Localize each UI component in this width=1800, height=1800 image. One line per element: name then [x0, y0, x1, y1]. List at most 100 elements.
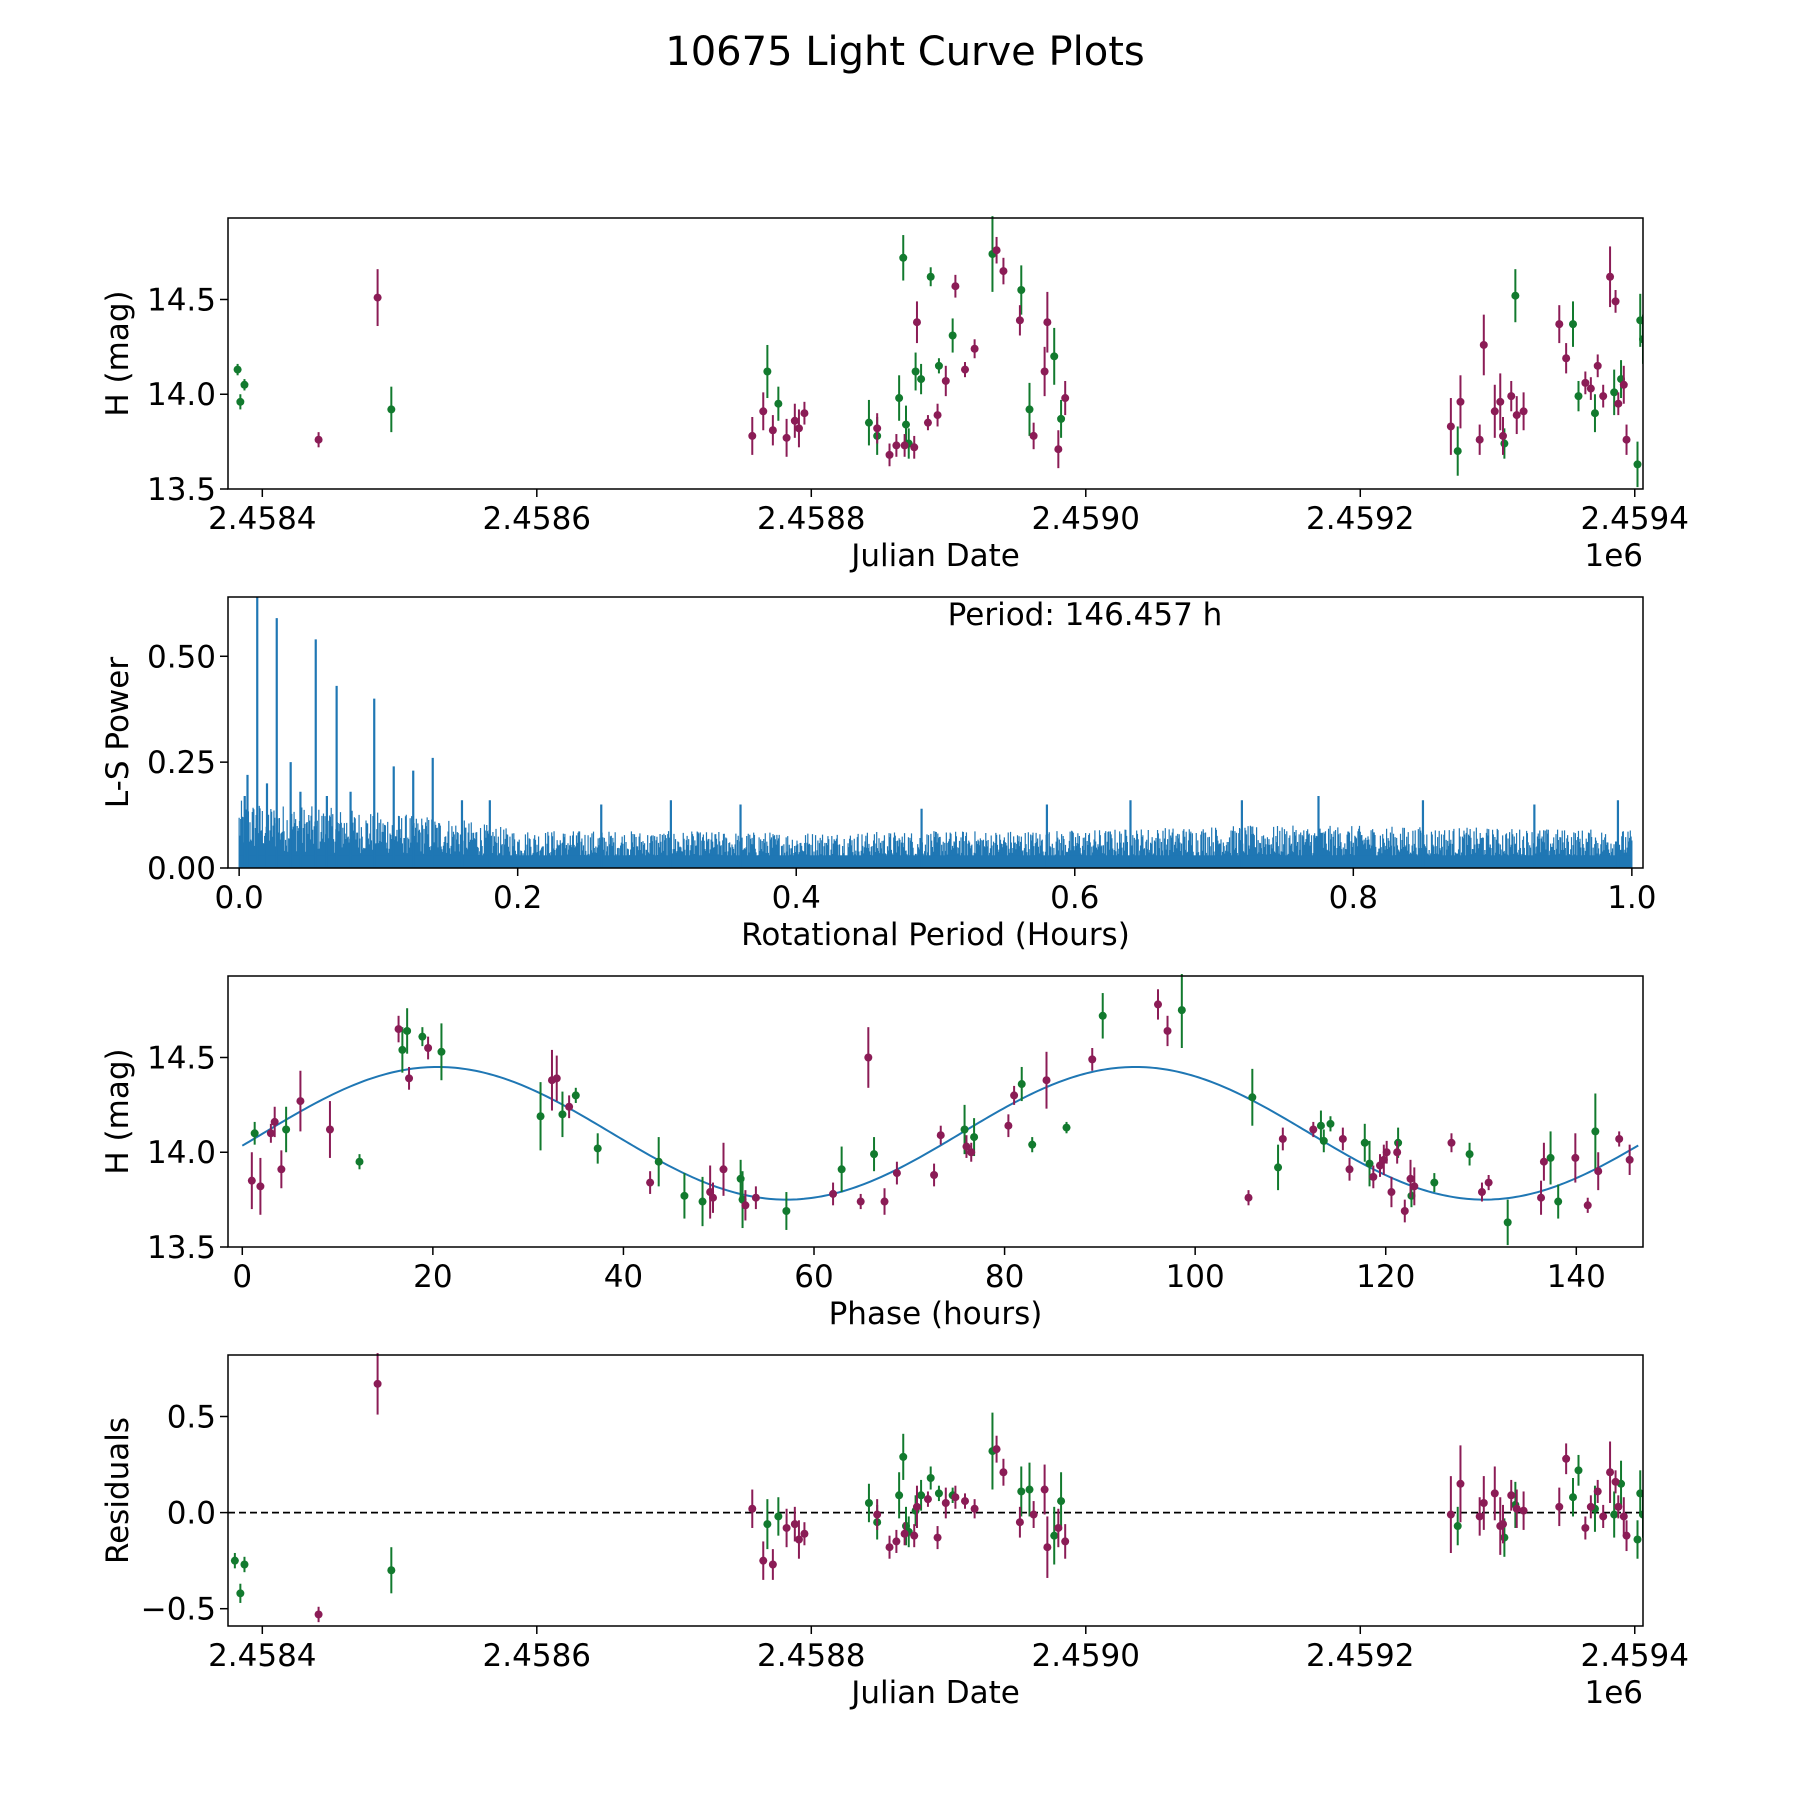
data-point: [1512, 1504, 1521, 1513]
data-point: [1050, 1531, 1059, 1540]
data-point: [1590, 409, 1599, 418]
data-point: [1499, 1520, 1508, 1529]
data-point: [1511, 291, 1520, 300]
data-point: [240, 380, 249, 389]
spectrum-peaks: [243, 597, 1620, 868]
data-point: [1496, 397, 1505, 406]
data-point: [923, 418, 932, 427]
data-point: [992, 1445, 1001, 1454]
data-point: [646, 1178, 655, 1187]
x-tick-label: 2.4584: [208, 501, 316, 537]
data-layer: [247, 974, 1634, 1246]
y-axis-label: H (mag): [100, 1048, 136, 1174]
data-point: [926, 1474, 935, 1483]
data-point: [1537, 1193, 1546, 1202]
data-point: [1673, 368, 1681, 376]
data-point: [1309, 1125, 1318, 1134]
data-point: [1406, 1174, 1415, 1183]
x-tick-label: 2.4590: [1032, 501, 1140, 537]
data-point: [912, 1502, 921, 1511]
data-point: [719, 1165, 728, 1174]
data-point: [748, 1504, 757, 1513]
plot-frame: [227, 596, 1644, 869]
data-point: [1400, 1206, 1409, 1215]
data-point: [1591, 1127, 1600, 1136]
data-point: [1581, 1523, 1590, 1532]
data-point: [870, 1150, 879, 1159]
data-point: [1025, 405, 1034, 414]
data-point: [1028, 1140, 1037, 1149]
data-point: [1015, 1518, 1024, 1527]
data-point: [240, 1560, 249, 1569]
data-point: [1475, 1512, 1484, 1521]
data-point: [970, 344, 979, 353]
figure-title: 10675 Light Curve Plots: [665, 29, 1144, 75]
data-point: [1465, 1150, 1474, 1159]
data-point: [387, 1566, 396, 1575]
data-point: [923, 1495, 932, 1504]
x-tick-label: 0.8: [1329, 880, 1378, 916]
data-point: [571, 1091, 580, 1100]
data-point: [900, 1529, 909, 1538]
data-point: [266, 1129, 275, 1138]
data-point: [768, 426, 777, 435]
y-tick-label: 14.0: [147, 377, 216, 413]
data-point: [899, 253, 908, 262]
data-point: [1619, 1512, 1628, 1521]
data-point: [895, 394, 904, 403]
x-axis-label: Julian Date: [849, 538, 1020, 574]
data-point: [1360, 1138, 1369, 1147]
data-point: [1274, 1163, 1283, 1172]
y-tick-label: 14.5: [147, 282, 216, 318]
data-point: [654, 1157, 663, 1166]
data-point: [373, 293, 382, 302]
x-tick-label: 120: [1356, 1259, 1415, 1295]
data-point: [387, 405, 396, 414]
y-tick-label: 0.0: [167, 1496, 216, 1532]
data-point: [1490, 1489, 1499, 1498]
data-point: [1453, 1522, 1462, 1531]
data-point: [1061, 1537, 1070, 1546]
y-tick-label: 13.5: [147, 472, 216, 508]
data-point: [1017, 286, 1026, 295]
data-point: [873, 424, 882, 433]
data-point: [565, 1102, 574, 1111]
data-point: [864, 418, 873, 427]
data-point: [1040, 1485, 1049, 1494]
data-point: [1040, 367, 1049, 376]
data-point: [1625, 1155, 1634, 1164]
data-point: [1512, 411, 1521, 420]
x-tick-label: 0.0: [214, 880, 263, 916]
data-point: [1610, 1510, 1619, 1519]
data-point: [1657, 419, 1665, 427]
data-point: [1633, 1535, 1642, 1544]
data-point: [800, 409, 809, 418]
data-point: [992, 246, 1001, 255]
data-point: [1622, 1531, 1631, 1540]
data-point: [748, 431, 757, 440]
data-point: [1594, 1167, 1603, 1176]
x-tick-label: 2.4586: [483, 501, 591, 537]
data-point: [558, 1110, 567, 1119]
x-tick-label: 80: [985, 1259, 1024, 1295]
data-point: [593, 1144, 602, 1153]
data-point: [1500, 1533, 1509, 1542]
data-point: [759, 1556, 768, 1565]
data-point: [926, 272, 935, 281]
data-point: [1507, 1491, 1516, 1500]
data-point: [961, 365, 970, 374]
data-point: [1599, 392, 1608, 401]
data-point: [680, 1191, 689, 1200]
series-purple: [247, 989, 1634, 1223]
data-point: [1636, 1489, 1643, 1498]
data-point: [1278, 1134, 1287, 1143]
data-point: [1636, 316, 1643, 325]
data-point: [933, 1533, 942, 1542]
data-point: [1446, 422, 1455, 431]
data-point: [1479, 1498, 1488, 1507]
data-point: [296, 1097, 305, 1106]
data-point: [800, 1529, 809, 1538]
data-point: [373, 1379, 382, 1388]
plot-frame: [227, 975, 1644, 1248]
data-point: [901, 420, 910, 429]
